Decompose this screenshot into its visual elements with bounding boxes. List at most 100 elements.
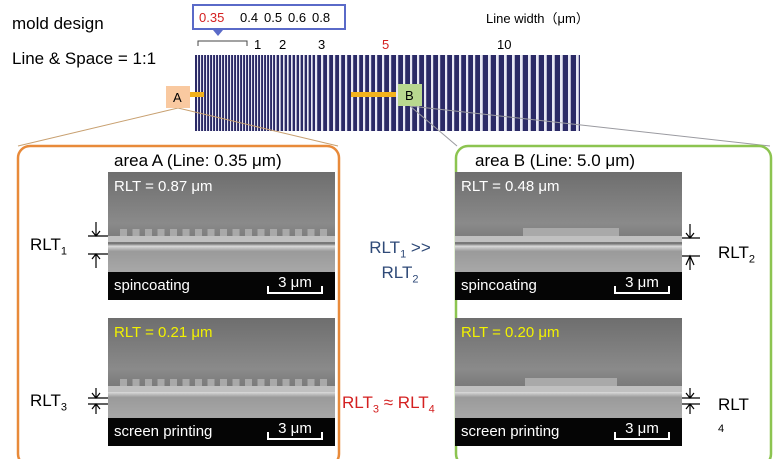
grating-line	[560, 55, 563, 131]
axis-label: Line width（μm）	[486, 12, 589, 25]
cmp-base: RLT	[398, 393, 429, 412]
grating-line	[257, 55, 258, 131]
scale-bar: 3 μm	[267, 420, 323, 440]
rlt-label: RLT1	[30, 236, 67, 257]
rlt-sub: 2	[749, 253, 755, 265]
sem-image: RLT = 0.87 μmspincoating3 μm	[108, 172, 335, 300]
method: screen printing	[461, 423, 559, 440]
sem-line	[195, 379, 202, 386]
sem-line	[295, 379, 302, 386]
sem-line	[170, 379, 177, 386]
sem-line	[320, 229, 327, 236]
rlt-sub: 1	[61, 245, 67, 257]
sem-line	[525, 378, 617, 386]
grating-line	[496, 55, 499, 131]
grating-line	[212, 55, 213, 131]
grating-line	[279, 55, 281, 131]
grating-line	[321, 55, 323, 131]
sem-line	[283, 379, 290, 386]
area-a-bar	[190, 92, 204, 97]
sem-layer	[108, 236, 335, 242]
grating-line	[473, 55, 475, 131]
grating-line	[266, 55, 267, 131]
sem-line	[308, 379, 315, 386]
cmp-base: RLT	[342, 393, 373, 412]
cmp-sub: 4	[429, 403, 435, 415]
width-label: 5	[382, 38, 389, 51]
grating-line	[466, 55, 468, 131]
sem-line	[523, 228, 619, 236]
grating-line	[431, 55, 433, 131]
sem-line	[270, 229, 277, 236]
grating-line	[311, 55, 313, 131]
grating-line	[315, 55, 317, 131]
sem-line	[258, 379, 265, 386]
sem-line	[245, 379, 252, 386]
grating-line	[345, 55, 347, 131]
scale-bar: 3 μm	[614, 420, 670, 440]
sem-line	[158, 379, 165, 386]
sem-line	[145, 379, 152, 386]
figure: mold design Line & Space = 1:1 Line widt…	[0, 0, 773, 459]
sem-image: RLT = 0.21 μmscreen printing3 μm	[108, 318, 335, 446]
grating-line	[459, 55, 461, 131]
rlt-value: RLT = 0.21 μm	[114, 324, 213, 341]
width-label: 1	[254, 38, 261, 51]
sem-line	[295, 229, 302, 236]
sem-line	[308, 229, 315, 236]
grating-line	[576, 55, 579, 131]
sem-line	[245, 229, 252, 236]
rlt-base: RLT	[718, 243, 749, 262]
rlt-label: RLT2	[718, 244, 755, 265]
width-label: 0.4	[240, 11, 258, 24]
sem-line	[133, 379, 140, 386]
width-label: 0.6	[288, 11, 306, 24]
cmp-op: >>	[411, 238, 431, 257]
grating-line	[230, 55, 231, 131]
grating-line	[242, 55, 243, 131]
comparison: RLT3 ≈ RLT4	[342, 394, 435, 415]
grating-line	[221, 55, 222, 131]
method: spincoating	[461, 277, 537, 294]
sem-line	[120, 379, 127, 386]
grating-line	[239, 55, 240, 131]
grating-line	[251, 55, 252, 131]
grating-line	[272, 55, 273, 131]
sem-line	[195, 229, 202, 236]
grating-line	[283, 55, 285, 131]
sem-layer	[455, 386, 682, 392]
grating-line	[291, 55, 293, 131]
sem-line	[133, 229, 140, 236]
sem-image: RLT = 0.48 μmspincoating3 μm	[455, 172, 682, 300]
rlt-sub: 4	[718, 423, 724, 435]
cmp-base: RLT	[369, 238, 400, 257]
sem-line	[233, 379, 240, 386]
grating-line	[254, 55, 255, 131]
sem-line	[320, 379, 327, 386]
zoom-line	[18, 108, 178, 146]
grating-line	[327, 55, 329, 131]
grating-line	[263, 55, 264, 131]
sem-layer	[108, 386, 335, 392]
cmp-sub: 3	[373, 403, 379, 415]
comparison: RLT1 >>RLT2	[360, 237, 440, 287]
grating-line	[445, 55, 447, 131]
grating-line	[218, 55, 219, 131]
grating-line	[233, 55, 234, 131]
width-label: 0.35	[199, 11, 224, 24]
cmp-sub: 1	[400, 248, 406, 260]
rlt-value: RLT = 0.48 μm	[461, 178, 560, 195]
sem-line	[145, 229, 152, 236]
cmp-op: ≈	[384, 393, 393, 412]
sem-line	[208, 379, 215, 386]
grating-line	[438, 55, 440, 131]
cmp-base: RLT	[382, 263, 413, 282]
grating-line	[512, 55, 515, 131]
grating-line	[209, 55, 210, 131]
grating-line	[248, 55, 249, 131]
width-label: 10	[497, 38, 511, 51]
area-b-bar	[351, 92, 396, 97]
rlt-value: RLT = 0.20 μm	[461, 324, 560, 341]
width-label: 2	[279, 38, 286, 51]
